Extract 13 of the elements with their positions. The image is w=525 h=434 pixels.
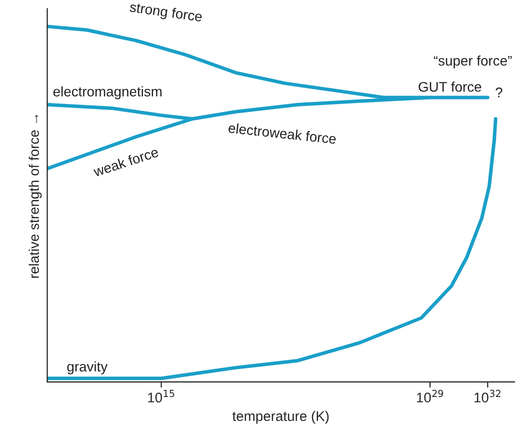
text: strong force [129,2,202,24]
y-axis-title: relative strength of force → [28,114,42,278]
annotation: “super force” [434,55,512,68]
x-tick-label: 10$^{15}$ [148,390,174,402]
x-tick-label: 10$^{32}$ [474,390,500,402]
series-label: gravity [67,361,108,374]
text: weak force [92,146,159,177]
annotation: GUT force [418,82,482,92]
annotation: ? [496,88,502,98]
x-tick-label: 10$^{29}$ [417,390,444,402]
series-label: electromagnetism [53,86,162,100]
annotation: electroweak force [228,122,336,144]
x-axis-title: temperature (K) [232,410,329,424]
